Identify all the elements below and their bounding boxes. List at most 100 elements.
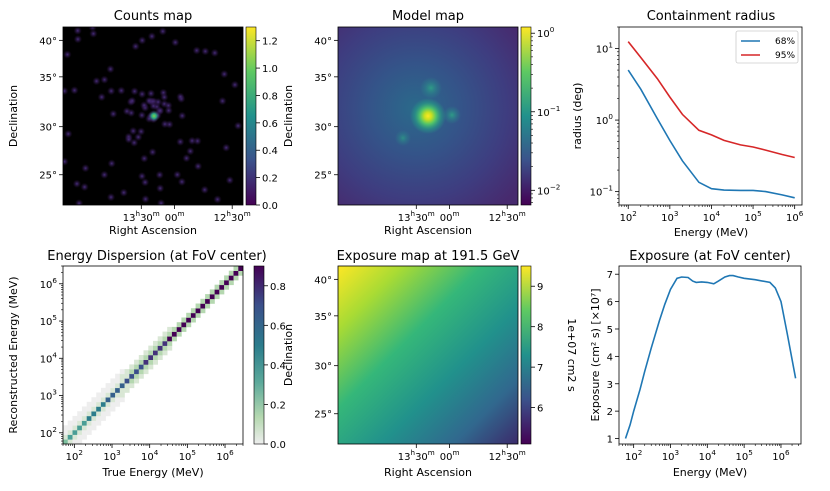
count-pixel — [141, 194, 150, 204]
y-tick-label: 100 — [596, 112, 614, 127]
edisp-cell — [110, 378, 116, 384]
edisp-cell — [77, 420, 83, 426]
edisp-cell — [134, 359, 140, 365]
x-tick-label: 103 — [103, 448, 120, 463]
edisp-cell — [219, 280, 225, 286]
edisp-cell — [138, 369, 144, 375]
colorbar-tick-label: 1.2 — [262, 37, 278, 48]
exposure-map-image — [338, 266, 518, 444]
exposure-map-xlabel: Right Ascension — [384, 466, 472, 479]
y-tick-label: 103 — [40, 388, 57, 403]
count-pixel — [72, 179, 82, 188]
colorbar-tick-label: 0.4 — [262, 146, 278, 157]
x-tick-label: 106 — [786, 209, 804, 224]
edisp-cell — [86, 425, 92, 431]
edisp-cell — [110, 383, 116, 389]
edisp-cell — [124, 387, 130, 393]
edisp-cell — [143, 364, 149, 370]
edisp-xlabel: True Energy (MeV) — [101, 466, 203, 479]
colorbar-tick-label: 0.4 — [270, 361, 286, 372]
colorbar-tick-label: 9 — [537, 282, 543, 293]
exposure-map-ylabel: Declination — [282, 324, 295, 386]
edisp-cell — [110, 387, 116, 393]
colorbar-tick-label: 100 — [537, 25, 555, 40]
series-line-68pct — [627, 69, 795, 199]
colorbar-tick-label: 0.8 — [270, 282, 286, 293]
edisp-cell — [100, 387, 106, 393]
count-pixel — [130, 87, 139, 96]
model-title: Model map — [392, 9, 464, 24]
edisp-cell — [143, 350, 149, 356]
edisp-cell — [214, 284, 220, 290]
x-tick-label: 106 — [772, 448, 790, 463]
edisp-cell — [190, 312, 196, 318]
edisp-cell — [176, 331, 182, 337]
y-tick-label: 40° — [39, 36, 57, 47]
exposure-center-series — [624, 274, 797, 439]
count-pixel — [137, 111, 147, 120]
edisp-cell — [115, 373, 121, 379]
edisp-cell — [81, 434, 87, 440]
count-pixel — [230, 80, 240, 90]
edisp-cell — [105, 392, 111, 398]
edisp-cell — [77, 415, 83, 421]
y-tick-label: 40° — [314, 36, 332, 47]
edisp-cell — [105, 406, 111, 412]
y-tick-label: 35° — [39, 73, 57, 84]
count-pixel — [148, 147, 157, 157]
edisp-cell — [110, 401, 116, 407]
edisp-cell — [96, 420, 102, 426]
edisp-cell — [72, 429, 78, 435]
edisp-cell — [233, 275, 239, 281]
edisp-cell — [91, 406, 97, 412]
counts-ylabel: Declination — [7, 85, 20, 147]
edisp-cell — [186, 322, 192, 328]
colorbar-tick-label: 6 — [537, 404, 543, 415]
exposure-center-axes-box — [618, 265, 802, 445]
edisp-cell — [77, 411, 83, 417]
count-pixel — [156, 199, 166, 205]
edisp-cell — [228, 280, 234, 286]
edisp-cell — [86, 415, 92, 421]
edisp-cell — [63, 429, 68, 435]
edisp-cell — [72, 439, 78, 444]
y-tick-label: 104 — [40, 350, 58, 365]
count-pixel — [134, 132, 143, 142]
x-tick-label: 13h30m — [398, 209, 435, 224]
edisp-cell — [91, 401, 97, 407]
exposure-colorbar-label: 1e+07 cm2 s — [565, 318, 578, 392]
count-pixel — [149, 101, 158, 111]
edisp-cell — [77, 439, 83, 444]
x-tick-label: 00m — [440, 209, 460, 224]
edisp-title: Energy Dispersion (at FoV center) — [47, 249, 267, 264]
x-tick-label: 105 — [179, 448, 196, 463]
edisp-cell — [181, 317, 187, 323]
count-pixel — [73, 35, 83, 44]
edisp-cell — [124, 383, 130, 389]
count-pixel — [138, 36, 147, 45]
edisp-cell — [224, 280, 230, 286]
edisp-cell — [86, 420, 92, 426]
count-pixel — [233, 121, 243, 130]
edisp-cell — [171, 326, 177, 332]
edisp-cell — [63, 434, 68, 440]
count-pixel — [137, 89, 147, 99]
counts-pixels — [63, 27, 243, 205]
colorbar-tick-label: 10−1 — [537, 104, 560, 119]
edisp-cell — [115, 401, 121, 407]
x-tick-label: 00m — [440, 448, 460, 463]
edisp-cell — [157, 350, 163, 356]
edisp-cell — [91, 411, 97, 417]
edisp-cell — [219, 289, 225, 295]
y-tick-label: 10−1 — [590, 184, 613, 199]
edisp-cell — [153, 350, 158, 356]
colorbar-tick-label: 0.2 — [270, 400, 286, 411]
edisp-cell — [129, 383, 135, 389]
count-pixel — [158, 27, 167, 36]
edisp-cell — [162, 331, 168, 337]
colorbar-tick-label: 0.0 — [270, 440, 286, 451]
count-pixel — [146, 89, 156, 98]
edisp-cell — [176, 326, 182, 332]
edisp-cell — [115, 387, 121, 393]
